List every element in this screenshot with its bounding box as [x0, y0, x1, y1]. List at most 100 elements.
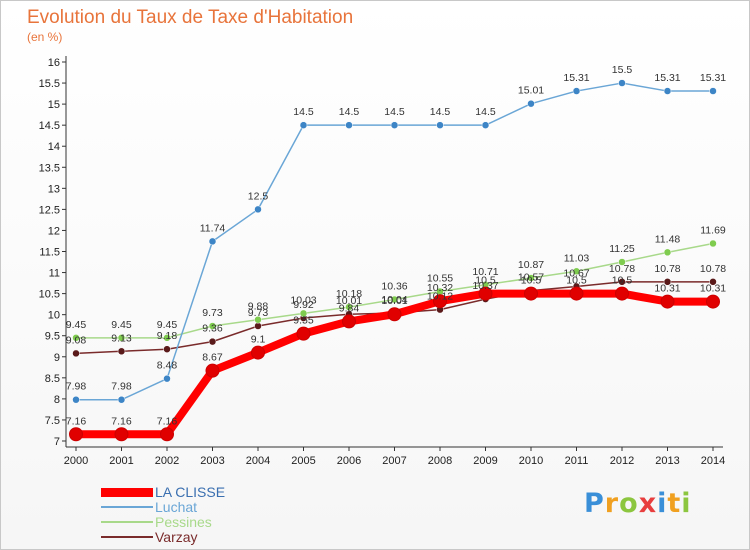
data-label: 9.88	[248, 301, 269, 313]
legend-label: Pessines	[155, 514, 212, 530]
data-label: 10.32	[427, 282, 453, 294]
data-label: 10.37	[472, 280, 498, 292]
data-label: 10.57	[518, 272, 544, 284]
data-label: 11.74	[200, 222, 226, 234]
data-point	[208, 322, 217, 330]
data-label: 10.01	[336, 295, 362, 307]
data-label: 10.12	[427, 291, 453, 303]
data-label: 9.08	[66, 334, 87, 346]
data-point	[706, 294, 720, 309]
y-tick-label: 11	[49, 268, 60, 280]
data-label: 9.45	[157, 319, 178, 331]
data-label: 10.5	[475, 275, 496, 287]
data-point	[163, 345, 171, 353]
data-point	[72, 395, 80, 404]
x-tick-label: 2006	[337, 455, 361, 467]
data-label: 15.31	[563, 72, 589, 84]
x-tick-label: 2012	[610, 455, 634, 467]
y-tick-label: 10.5	[39, 289, 60, 301]
data-point	[663, 278, 672, 286]
y-tick-label: 11.5	[39, 247, 60, 259]
legend-swatch	[101, 506, 153, 508]
data-label: 9.36	[202, 323, 223, 335]
data-point	[342, 314, 356, 329]
data-point	[527, 99, 535, 108]
data-label: 15.31	[654, 72, 680, 84]
data-label: 11.48	[655, 233, 681, 245]
data-point	[615, 286, 629, 301]
data-label: 14.5	[293, 106, 314, 118]
data-label: 11.25	[609, 243, 635, 255]
x-tick-label: 2009	[473, 455, 497, 467]
data-point	[69, 427, 83, 442]
data-point	[117, 347, 126, 356]
y-tick-label: 13	[48, 183, 60, 195]
data-point	[660, 294, 675, 309]
x-tick-label: 2004	[246, 455, 270, 467]
legend-swatch	[101, 521, 153, 523]
data-point	[390, 295, 399, 304]
data-point	[114, 427, 129, 442]
data-label: 9.18	[157, 330, 178, 342]
data-label: 10.5	[612, 275, 633, 287]
x-tick-label: 2007	[382, 455, 406, 467]
data-label: 11.03	[564, 252, 590, 264]
x-tick-label: 2008	[428, 455, 452, 467]
series-lines	[75, 82, 714, 439]
data-label: 7.16	[66, 415, 87, 427]
data-point	[160, 427, 174, 442]
data-label: 10.55	[427, 273, 453, 285]
x-tick-label: 2000	[64, 455, 88, 467]
data-point	[572, 267, 581, 276]
data-label: 14.5	[430, 106, 451, 118]
data-label: 7.16	[111, 415, 132, 427]
data-point	[663, 87, 672, 95]
data-point	[709, 87, 717, 95]
data-point	[254, 322, 262, 330]
data-label: 15.5	[612, 64, 633, 76]
data-label: 9.45	[66, 319, 87, 331]
data-label: 10.18	[336, 288, 362, 300]
data-point	[163, 334, 171, 342]
x-tick-label: 2001	[109, 455, 133, 467]
legend-label: Luchat	[155, 499, 198, 515]
data-label: 9.45	[111, 319, 132, 331]
y-tick-label: 15.5	[39, 78, 60, 90]
data-point	[387, 307, 402, 322]
logo-letter: t	[667, 488, 682, 519]
data-label: 10.78	[609, 263, 635, 275]
chart-unit: (en %)	[27, 30, 63, 44]
data-label: 10.78	[654, 263, 680, 275]
data-label: 10.03	[290, 294, 316, 306]
data-label: 10.01	[381, 295, 407, 307]
data-label: 12.5	[248, 190, 269, 202]
data-label: 10.5	[521, 275, 542, 287]
data-label: 10.5	[566, 275, 587, 287]
data-point	[205, 363, 220, 378]
y-tick-label: 7	[54, 436, 60, 448]
data-point	[163, 374, 171, 383]
data-label: 7.98	[66, 381, 87, 393]
y-tick-label: 12	[48, 225, 60, 237]
y-tick-label: 8	[54, 394, 60, 406]
data-point	[345, 303, 353, 311]
data-point	[208, 237, 217, 246]
y-tick-label: 12.5	[39, 204, 60, 216]
data-point	[254, 205, 262, 214]
x-tick-label: 2005	[291, 455, 315, 467]
legend-swatch	[101, 488, 153, 497]
data-label: 14.5	[384, 106, 405, 118]
data-labels: 7.16 7.16 7.168.679.19.559.8410.0110.3210.…	[66, 64, 727, 427]
y-tick-label: 13.5	[39, 162, 60, 174]
data-label: 15.31	[700, 72, 726, 84]
data-point	[478, 286, 493, 301]
y-tick-label: 10	[48, 310, 60, 322]
logo-letter: i	[681, 488, 692, 519]
x-tick-label: 2003	[200, 455, 224, 467]
data-label: 10.36	[381, 281, 407, 293]
series-line-luchat	[76, 82, 713, 401]
data-point	[572, 87, 581, 95]
data-label: 9.92	[293, 299, 314, 311]
data-point	[208, 337, 217, 346]
data-label: 9.55	[293, 315, 314, 327]
